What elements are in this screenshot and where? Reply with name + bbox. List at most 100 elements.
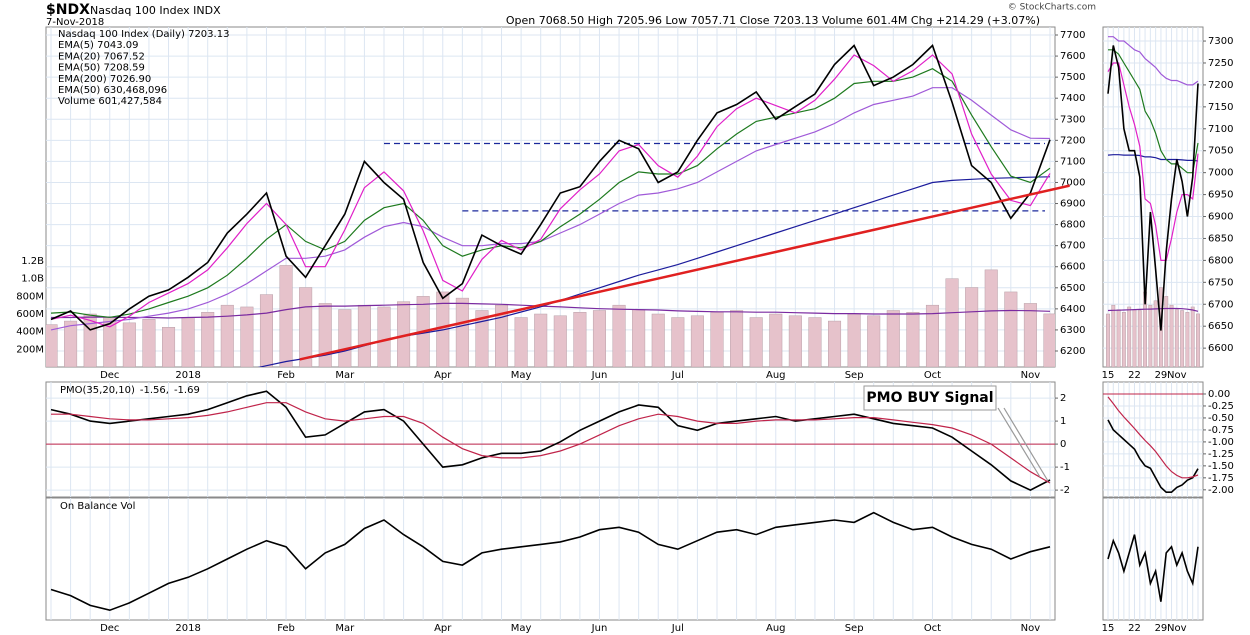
x-tick-label: Dec [100,623,119,634]
x-tick-label: 29 [1155,623,1168,634]
legend-entry: -1.56, [140,385,169,396]
y-tick-label: 7200 [1208,80,1233,91]
volume-bar [828,320,842,367]
legend-entry: -1.69 [174,385,200,396]
annotation-box [863,385,997,411]
volume-bar [1169,304,1174,367]
y-tick-label: 6500 [1060,283,1085,294]
index-name: Nasdaq 100 Index INDX [90,4,221,17]
y-tick-label: 0 [1060,439,1066,450]
y-tick-label: 7300 [1208,36,1233,47]
x-tick-label: Aug [766,623,786,634]
x-tick-label: Jun [591,623,608,634]
credit: © StockCharts.com [1008,3,1096,13]
volume-bar [201,311,215,367]
y-tick-label: 6800 [1208,255,1233,266]
volume-bar [788,315,802,367]
y-tick-label: 6800 [1060,220,1085,231]
y-tick-label: -1.75 [1208,473,1234,484]
x-tick-label: Sep [845,623,864,634]
x-tick-label: Apr [434,370,452,381]
panel-title: PMO(35,20,10) [60,385,135,396]
x-tick-label: Aug [766,370,786,381]
y-tick-label: 6200 [1060,346,1085,357]
volume-bar [279,265,293,367]
y-tick-label: 7600 [1060,51,1085,62]
volume-bar [1127,306,1132,367]
legend-entry: EMA(5) 7043.09 [58,40,138,51]
series-line [1108,36,1199,86]
panel [45,497,1056,621]
series-line [1107,419,1199,493]
y-tick-label: 6900 [1208,212,1233,223]
y-tick-label: 7300 [1060,114,1085,125]
volume-bar [1153,300,1158,367]
legend-entry: EMA(20) 7067.52 [58,51,145,62]
y2-tick-label: 200M [16,344,44,355]
arrow [997,407,1041,478]
panel [1102,497,1204,621]
series-line [50,54,1051,328]
volume-bar [1004,291,1018,367]
legend-entry: Volume 601,427,584 [58,96,162,107]
y-tick-label: 7150 [1208,102,1233,113]
y2-tick-label: 1.0B [21,274,44,285]
volume-bar [690,315,704,367]
y-tick-label: 6900 [1060,199,1085,210]
y-tick-label: 7000 [1060,177,1085,188]
volume-bar [259,294,273,367]
x-tick-label: Nov [1021,623,1041,634]
y-tick-label: -1.00 [1208,437,1234,448]
y-tick-label: 6650 [1208,321,1233,332]
volume-bar [495,304,509,367]
y-tick-label: 6950 [1208,190,1233,201]
volume-bar [475,310,489,367]
annotation: PMO BUY Signal [866,390,993,406]
volume-bar [1148,304,1153,367]
y-tick-label: 7050 [1208,146,1233,157]
volume-bar [1043,313,1055,367]
y-tick-label: -1 [1060,462,1070,473]
volume-bar [749,317,763,367]
x-tick-label: Jun [591,370,608,381]
volume-bar [984,269,998,367]
series-line [1107,396,1199,479]
volume-bar [64,320,78,367]
y-tick-label: 6700 [1060,241,1085,252]
y-tick-label: -0.25 [1208,401,1234,412]
x-tick-label: Dec [100,370,119,381]
volume-bar [299,287,313,367]
y-tick-label: 6600 [1208,343,1233,354]
volume-bar [592,310,606,367]
y2-tick-label: 600M [16,309,44,320]
x-tick-label: 2018 [175,623,200,634]
legend-entry: EMA(50) 630,468,096 [58,85,167,96]
x-tick-label: Sep [845,370,864,381]
x-tick-label: Jul [671,370,684,381]
volume-bar [1106,313,1110,367]
x-tick-label: Nov [1167,623,1187,634]
volume-bar [122,322,136,367]
volume-bar [906,311,920,367]
volume-bar [1164,296,1169,367]
volume-bar [534,313,548,367]
x-tick-label: Apr [434,623,452,634]
volume-bar [220,304,234,367]
series-line [51,402,1051,484]
volume-bar [338,309,352,367]
y-tick-label: -0.75 [1208,425,1234,436]
y-tick-label: 7400 [1060,93,1085,104]
volume-bar [514,317,528,367]
x-tick-label: Mar [335,623,355,634]
series-line [50,390,1051,491]
volume-bar [162,327,176,367]
volume-bar [612,304,626,367]
volume-bar [1121,311,1126,367]
x-tick-label: Oct [924,623,941,634]
y-tick-label: -1.25 [1208,449,1234,460]
panel [45,26,1056,368]
y2-tick-label: 1.2B [21,256,44,267]
y-tick-label: -1.50 [1208,461,1234,472]
series-line [50,87,1051,331]
